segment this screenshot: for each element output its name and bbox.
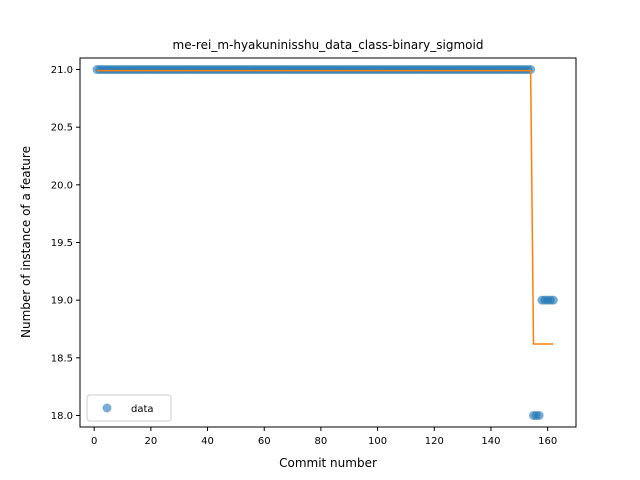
y-axis: 18.0 18.5 19.0 19.5 20.0 20.5 21.0: [51, 65, 80, 422]
x-tick-label: 100: [368, 436, 387, 447]
x-tick-label: 40: [201, 436, 214, 447]
chart-title: me-rei_m-hyakuninisshu_data_class-binary…: [173, 38, 484, 52]
legend: data: [86, 394, 172, 422]
x-tick-label: 60: [258, 436, 271, 447]
y-axis-label: Number of instance of a feature: [19, 146, 33, 338]
x-tick-label: 20: [144, 436, 157, 447]
x-axis: 0 20 40 60 80 100 120 140 160: [91, 427, 557, 447]
x-tick-label: 160: [538, 436, 557, 447]
y-tick-label: 20.0: [51, 180, 73, 191]
x-axis-label: Commit number: [279, 456, 377, 470]
legend-marker-data: [102, 403, 112, 413]
axes-frame: [79, 57, 577, 428]
fit-line: [97, 69, 554, 345]
y-tick-label: 18.0: [51, 411, 73, 422]
y-tick-label: 21.0: [51, 65, 73, 76]
x-tick-label: 120: [425, 436, 444, 447]
x-tick-label: 140: [481, 436, 500, 447]
data-point: [548, 295, 558, 305]
x-tick-label: 0: [91, 436, 97, 447]
plot-area: [92, 65, 558, 420]
data-point: [534, 410, 544, 420]
legend-box: [86, 394, 172, 422]
y-tick-label: 20.5: [51, 123, 73, 134]
y-tick-label: 19.0: [51, 296, 73, 307]
legend-label-data: data: [131, 404, 154, 415]
y-tick-label: 19.5: [51, 238, 73, 249]
y-tick-label: 18.5: [51, 353, 73, 364]
data-point: [526, 65, 536, 75]
x-tick-label: 80: [315, 436, 328, 447]
